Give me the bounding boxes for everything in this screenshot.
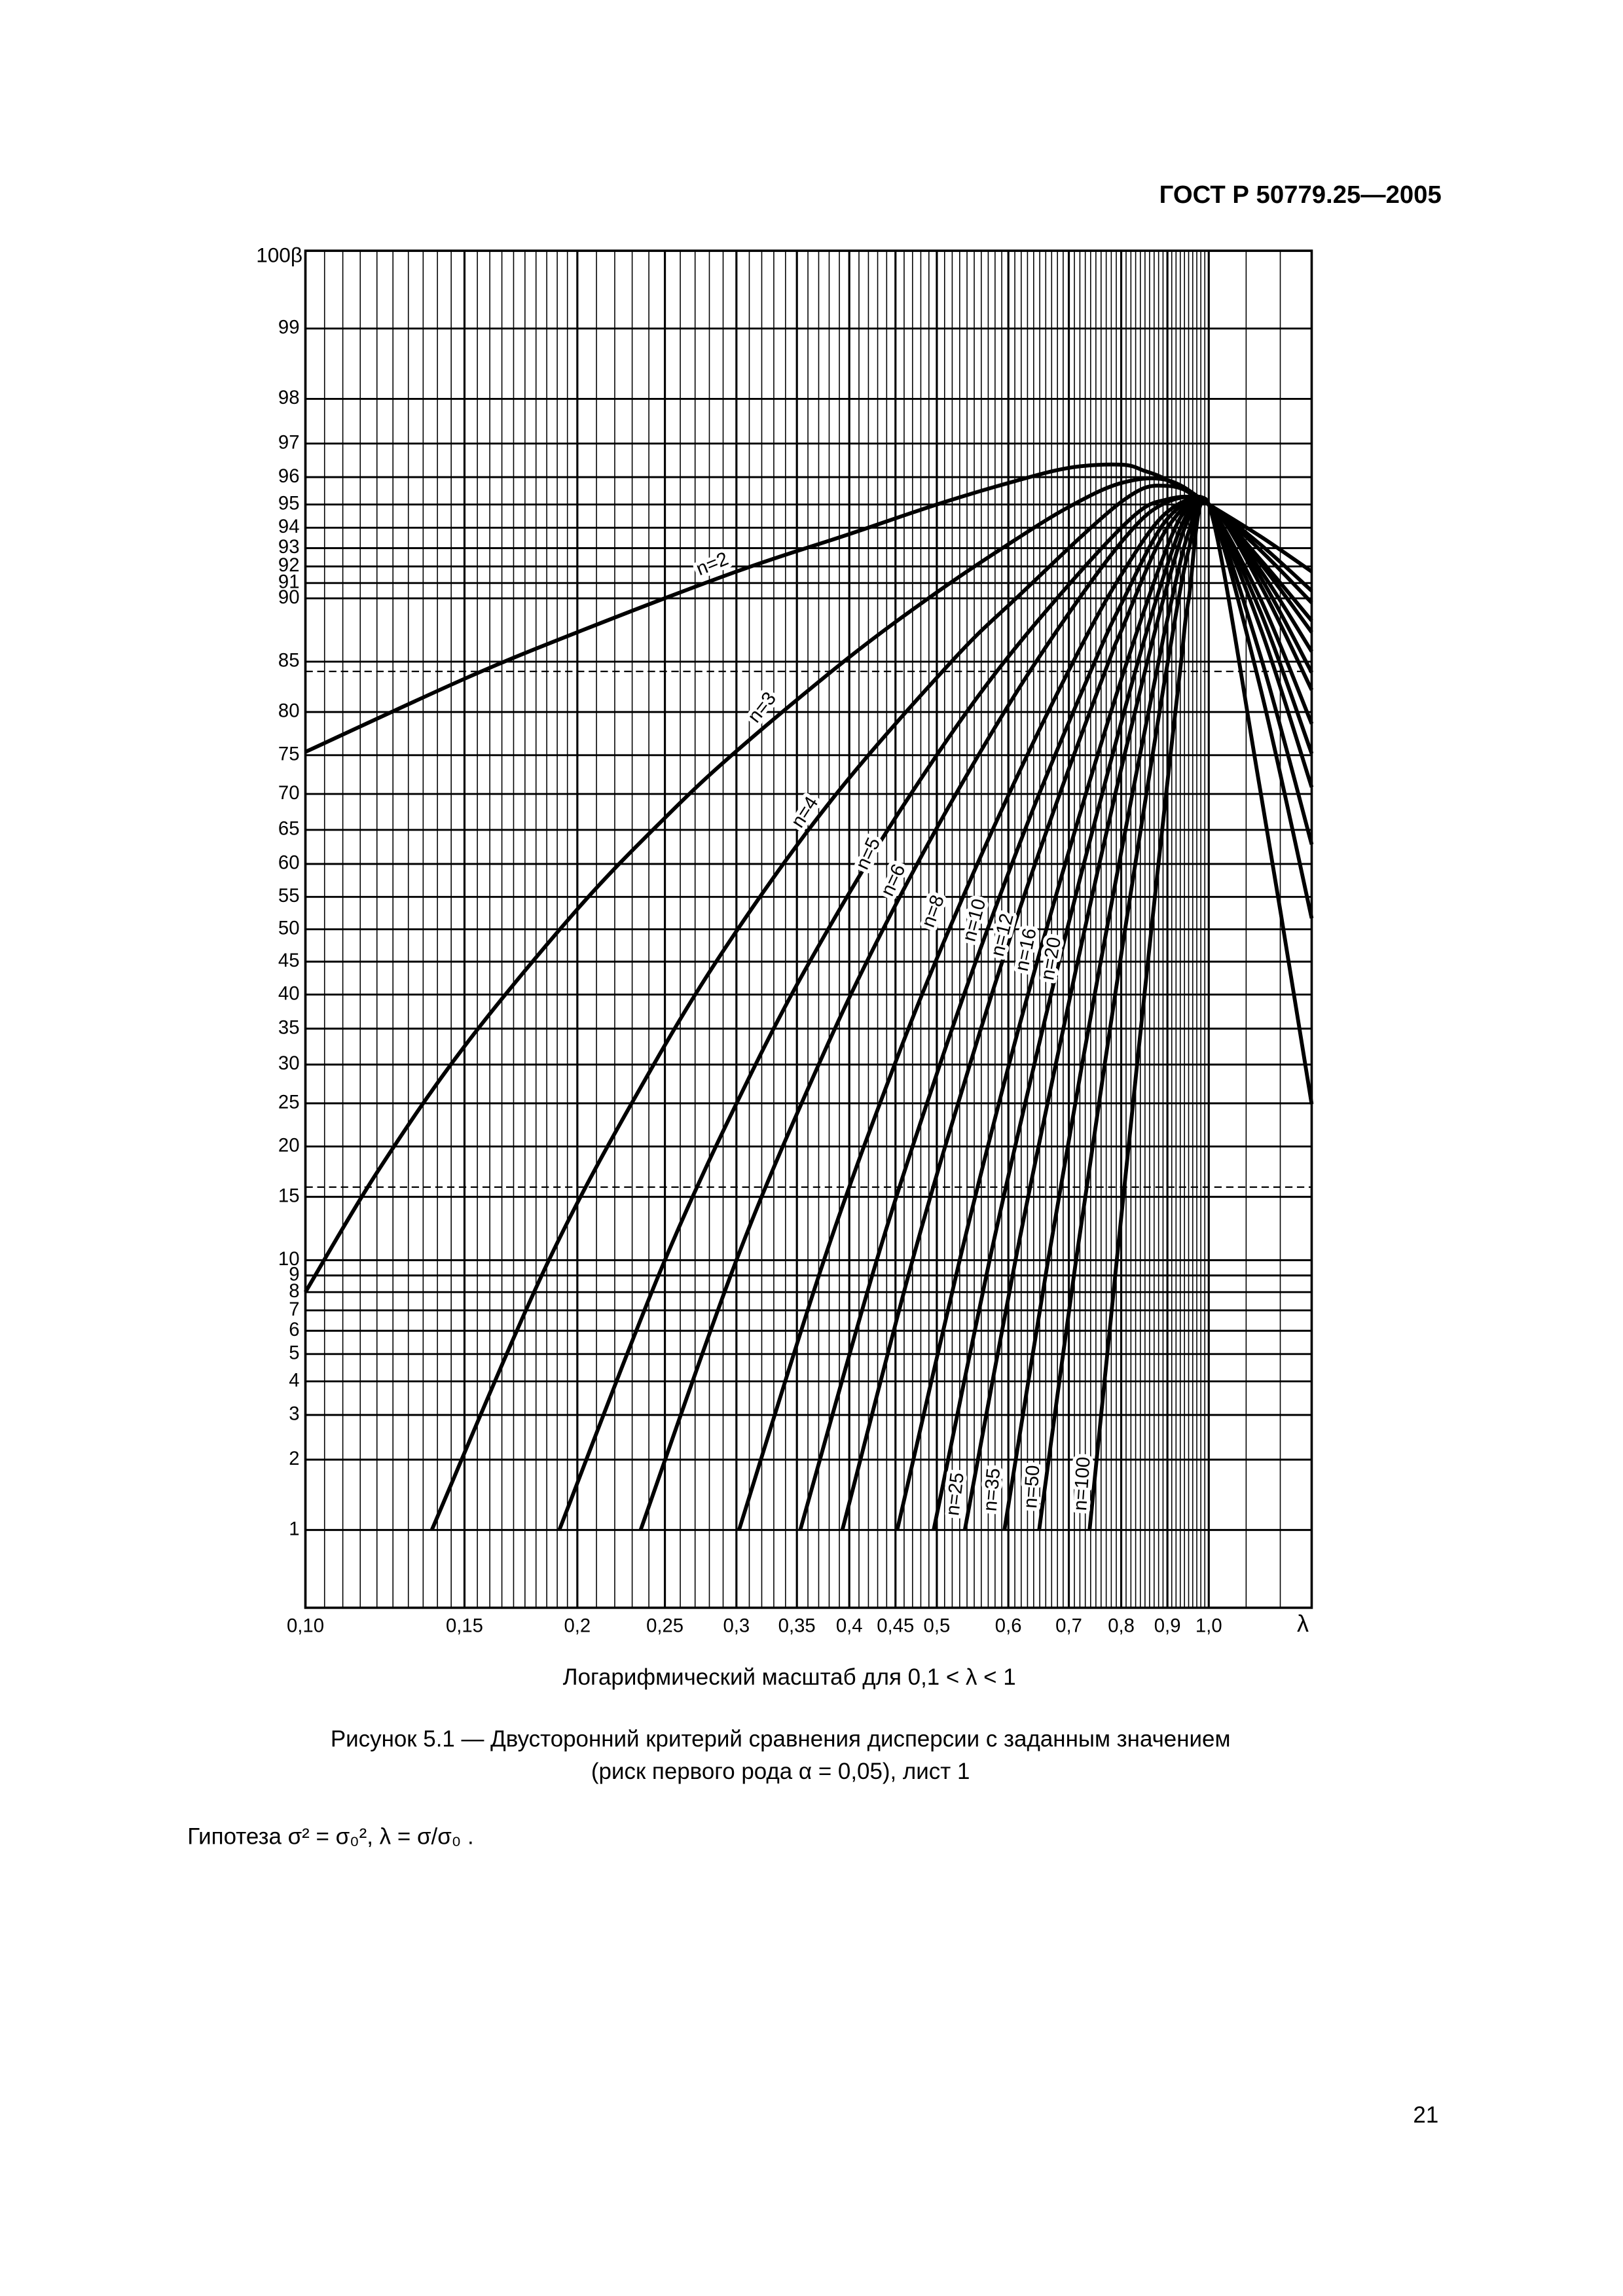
curve [840,499,1314,1531]
y-tick-label: 65 [278,818,300,840]
x-tick-label: 0,7 [1055,1615,1082,1636]
y-tick-label: 75 [278,744,300,765]
chart: 0,10 0,15 0,2 0,25 0,3 0,35 0,4 0,45 0,5 0,6 0,7 0,… [256,243,1314,1637]
y-tick-label: 50 [278,918,300,939]
y-tick-label: 99 [278,317,300,338]
y-tick-label: 70 [278,782,300,804]
x-tick-label: 0,9 [1154,1615,1181,1636]
y-tick-label: 5 [289,1342,299,1364]
x-tick-label: 0,8 [1108,1615,1135,1636]
x-axis-label: λ [1297,1610,1309,1637]
y-tick-label: 95 [278,493,300,514]
header: ГОСТ Р 50779.25—2005 [1159,181,1442,209]
y-tick-label: 85 [278,650,300,672]
y-tick-label: 98 [278,387,300,408]
y-tick-label: 45 [278,950,300,971]
y-tick-label: 25 [278,1091,300,1113]
y-tick-label: 94 [278,516,300,537]
y-tick-label: 2 [289,1448,299,1469]
x-tick-label: 0,15 [446,1615,483,1636]
y-tick-label: 60 [278,852,300,874]
x-tick-label: 0,2 [564,1615,591,1636]
y-tick-label: 15 [278,1185,300,1206]
y-tick-label: 1 [289,1518,299,1539]
page-number: 21 [1413,2102,1438,2128]
x-tick-label: 0,5 [924,1615,951,1636]
x-axis-note: Логарифмический масштаб для 0,1 < λ < 1 [563,1664,1016,1690]
caption-line: Рисунок 5.1 — Двусторонний критерий срав… [331,1727,1231,1752]
y-tick-label: 97 [278,431,300,453]
x-tick-label: 0,10 [287,1615,324,1636]
caption-line: (риск первого рода α = 0,05), лист 1 [591,1759,970,1784]
curve-label: n=50 [1019,1464,1044,1509]
x-tick-label: 0,4 [836,1615,863,1636]
x-tick-label: 0,25 [646,1615,684,1636]
y-tick-label: 8 [289,1280,299,1302]
y-tick-label: 40 [278,982,300,1004]
y-axis-label: 100β [256,243,302,266]
curve [962,495,1314,1531]
y-tick-label: 7 [289,1299,299,1320]
y-tick-label: 35 [278,1016,300,1038]
y-tick-label: 9 [289,1264,299,1285]
y-tick-label: 92 [278,554,300,576]
x-tick-label: 0,45 [877,1615,914,1636]
curve [1037,496,1314,1531]
curve [303,476,1313,1293]
plot-frame [304,249,1313,1609]
y-tick-label: 6 [289,1319,299,1340]
y-tick-label: 30 [278,1052,300,1074]
x-tick-label: 1,0 [1195,1615,1222,1636]
y-tick-label: 90 [278,586,300,608]
y-tick-label: 91 [278,571,300,593]
x-tick-label: 0,6 [995,1615,1022,1636]
y-tick-label: 80 [278,700,300,722]
y-tick-label: 20 [278,1134,300,1156]
y-tick-label: 4 [289,1369,299,1391]
x-tick-label: 0,3 [723,1615,750,1636]
curve [429,483,1313,1531]
curve-label: n=100 [1069,1456,1095,1511]
y-tick-label: 93 [278,536,300,558]
curve-label: n=35 [979,1467,1005,1513]
formula: Гипотеза σ² = σ₀², λ = σ/σ₀ . [187,1823,473,1849]
y-tick-label: 10 [278,1248,300,1270]
y-tick-label: 3 [289,1403,299,1425]
curve [1087,496,1314,1530]
y-tick-label: 55 [278,885,300,906]
curve [1002,495,1314,1531]
y-tick-label: 96 [278,465,300,487]
x-tick-label: 0,35 [778,1615,816,1636]
